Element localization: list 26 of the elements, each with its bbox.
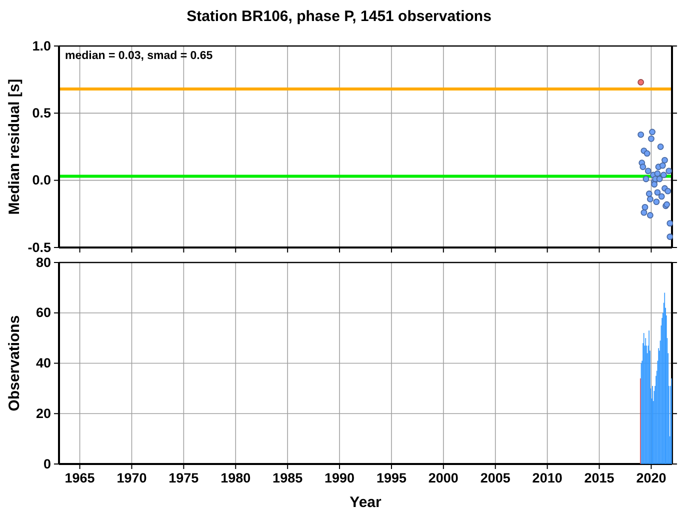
y-tick-label: 80 bbox=[36, 254, 51, 270]
y-tick-label: 1.0 bbox=[32, 38, 51, 54]
annotation: median = 0.03, smad = 0.65 bbox=[65, 50, 214, 62]
x-tick-label: 1985 bbox=[272, 470, 304, 486]
x-tick-label: 2015 bbox=[584, 470, 615, 486]
x-axis-title: Year bbox=[350, 494, 382, 511]
x-tick-label: 1965 bbox=[64, 470, 96, 486]
y-tick-label: 0 bbox=[43, 456, 51, 472]
y-tick-label: 60 bbox=[36, 305, 51, 320]
y-tick-label: 0.5 bbox=[32, 105, 52, 120]
x-tick-label: 2000 bbox=[428, 470, 458, 486]
y-tick-label: 0.0 bbox=[32, 172, 51, 188]
x-tick-label: 2010 bbox=[532, 470, 562, 486]
x-tick-label: 1995 bbox=[376, 470, 407, 486]
y-tick-label: -0.5 bbox=[28, 240, 52, 255]
x-tick-label: 1980 bbox=[220, 470, 251, 486]
y-axis-title: Observations bbox=[6, 315, 23, 412]
y-tick-label: 40 bbox=[36, 356, 51, 371]
x-tick-label: 1975 bbox=[168, 470, 200, 486]
x-tick-label: 2020 bbox=[636, 470, 666, 486]
x-tick-label: 1990 bbox=[324, 470, 355, 486]
y-tick-label: 20 bbox=[36, 406, 51, 421]
x-tick-label: 1970 bbox=[116, 470, 147, 486]
y-axis-title: Median residual [s] bbox=[6, 78, 23, 215]
x-tick-label: 2005 bbox=[480, 470, 511, 486]
chart-title: Station BR106, phase P, 1451 observations bbox=[186, 8, 492, 25]
